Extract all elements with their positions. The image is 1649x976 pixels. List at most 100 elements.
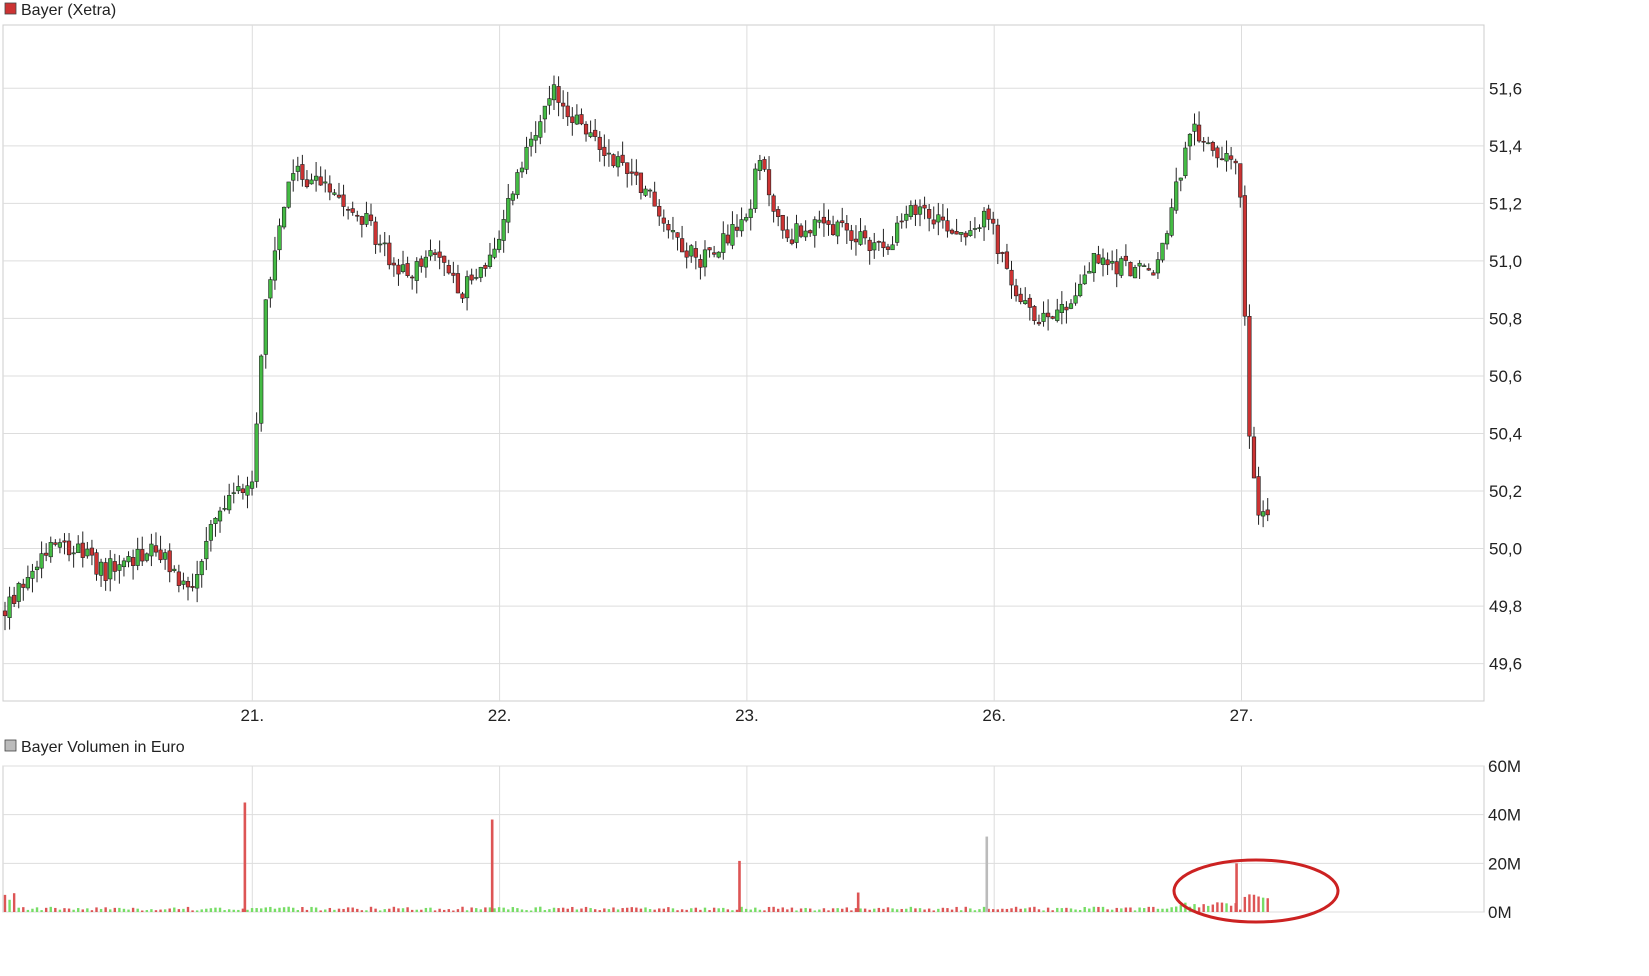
- volume-bars: [3, 802, 1269, 912]
- volume-y-axis: 0M 20M 40M 60M: [1488, 757, 1521, 922]
- candle-body: [716, 251, 721, 258]
- volume-bar: [548, 909, 551, 912]
- volume-bar: [67, 908, 71, 912]
- candle-body: [272, 250, 278, 281]
- volume-bar: [310, 906, 313, 912]
- volume-bar: [950, 909, 954, 912]
- volume-bar: [314, 907, 318, 912]
- volume-bar: [282, 907, 286, 912]
- candle-body: [977, 227, 982, 229]
- volume-bar: [507, 909, 510, 912]
- volume-bar: [1220, 902, 1224, 912]
- volume-bar: [708, 910, 711, 912]
- volume-bar: [731, 910, 734, 912]
- volume-bar: [1115, 907, 1118, 912]
- candle-body: [519, 167, 525, 173]
- candle-body: [574, 114, 579, 125]
- volume-bar: [543, 910, 547, 912]
- volume-bar: [1161, 908, 1164, 912]
- candle-body: [108, 558, 113, 580]
- volume-bar: [552, 907, 556, 912]
- volume-bar: [964, 906, 967, 912]
- volume-bar: [1239, 909, 1242, 912]
- candle-body: [1119, 258, 1124, 276]
- volume-bar: [109, 909, 112, 912]
- volume-bar: [186, 906, 190, 912]
- volume-bar: [424, 907, 428, 912]
- candle-body: [853, 238, 859, 243]
- candle-body: [323, 181, 328, 184]
- volume-bar: [443, 909, 446, 912]
- volume-bar: [918, 908, 922, 912]
- candle-body: [785, 229, 790, 239]
- volume-bar: [905, 908, 908, 912]
- candle-body: [396, 264, 401, 275]
- volume-bar: [214, 907, 217, 912]
- candle-body: [1196, 124, 1202, 142]
- candle-body: [597, 136, 602, 150]
- candle-body: [314, 175, 319, 181]
- candle-body: [689, 245, 694, 257]
- volume-bar: [44, 907, 48, 912]
- volume-bar: [497, 907, 501, 912]
- volume-bar: [22, 907, 25, 912]
- volume-spike-bar: [490, 819, 494, 912]
- volume-bar: [584, 906, 588, 912]
- candle-body: [163, 552, 168, 560]
- candle-body: [359, 216, 364, 225]
- volume-bar: [31, 908, 34, 912]
- candle-body: [991, 218, 996, 224]
- price-grid: [3, 25, 1484, 701]
- volume-bar: [328, 907, 332, 912]
- candle-body: [821, 216, 827, 224]
- volume-bar: [566, 908, 569, 912]
- candle-body: [71, 552, 76, 555]
- price-x-tick-label: 26.: [982, 706, 1006, 725]
- candle-body: [872, 242, 877, 251]
- candle-body: [922, 204, 927, 209]
- candle-body: [1146, 268, 1151, 271]
- volume-bar: [484, 907, 487, 912]
- candle-body: [295, 165, 300, 172]
- candle-body: [236, 486, 241, 492]
- candle-body: [551, 84, 557, 101]
- volume-bar: [873, 908, 876, 912]
- candle-body: [702, 249, 708, 268]
- candle-body: [634, 171, 639, 176]
- candle-body: [460, 293, 465, 299]
- volume-bar: [260, 908, 263, 912]
- candle-body: [945, 220, 950, 232]
- volume-bar: [429, 907, 432, 912]
- candle-body: [181, 580, 186, 585]
- candle-body: [34, 566, 40, 571]
- candle-body: [1023, 300, 1028, 304]
- candle-body: [844, 223, 849, 231]
- candle-body: [487, 254, 493, 267]
- volume-bar: [992, 909, 995, 912]
- candle-body: [464, 276, 470, 299]
- volume-bar: [1142, 908, 1146, 912]
- candle-body: [76, 543, 81, 554]
- candle-body: [1036, 321, 1042, 325]
- price-x-tick-label: 22.: [488, 706, 512, 725]
- volume-bar: [264, 907, 267, 912]
- candle-body: [972, 228, 978, 230]
- volume-bar: [795, 910, 798, 912]
- volume-bar: [131, 907, 135, 912]
- candle-body: [1000, 252, 1005, 254]
- candle-body: [66, 540, 72, 556]
- price-y-tick-label: 50,6: [1489, 367, 1522, 386]
- candle-body: [1206, 142, 1211, 145]
- volume-bar: [809, 908, 812, 912]
- candle-body: [25, 577, 30, 589]
- candle-body: [195, 574, 200, 589]
- price-x-tick-label: 27.: [1230, 706, 1254, 725]
- candle-body: [890, 244, 895, 251]
- candle-body: [803, 230, 808, 238]
- volume-bar: [1024, 908, 1027, 912]
- price-y-tick-label: 49,6: [1489, 655, 1522, 674]
- candle-body: [840, 220, 845, 224]
- candle-body: [405, 263, 410, 276]
- candle-body: [538, 121, 543, 138]
- candle-body: [570, 116, 575, 123]
